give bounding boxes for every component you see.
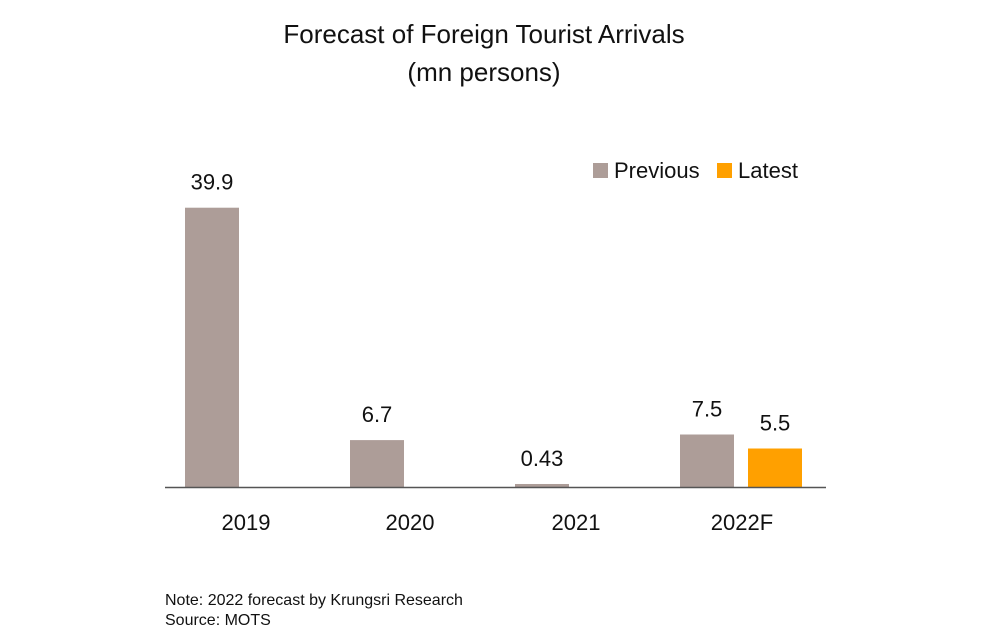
legend-swatch-latest [717,163,732,178]
footnote-source: Source: MOTS [165,612,271,629]
legend-label-latest: Latest [738,158,798,183]
footnote-note: Note: 2022 forecast by Krungsri Research [165,592,463,609]
data-label-previous-2022f: 7.5 [692,397,723,422]
bar-previous-2020 [350,440,404,487]
chart-subtitle: (mn persons) [407,57,561,87]
legend-label-previous: Previous [614,158,700,183]
bar-previous-2019 [185,207,239,487]
legend-swatch-previous [593,163,608,178]
data-label-previous-2020: 6.7 [362,402,393,427]
bar-previous-2022f [680,434,734,487]
x-tick-label-2021: 2021 [552,510,601,535]
x-tick-label-2022f: 2022F [711,510,773,535]
bar-latest-2022f [748,448,802,487]
bar-previous-2021 [515,483,569,487]
data-label-previous-2019: 39.9 [191,170,234,195]
data-label-latest-2022f: 5.5 [760,411,791,436]
chart-title: Forecast of Foreign Tourist Arrivals [283,19,685,49]
x-tick-label-2019: 2019 [222,510,271,535]
data-label-previous-2021: 0.43 [521,446,564,471]
x-tick-label-2020: 2020 [386,510,435,535]
